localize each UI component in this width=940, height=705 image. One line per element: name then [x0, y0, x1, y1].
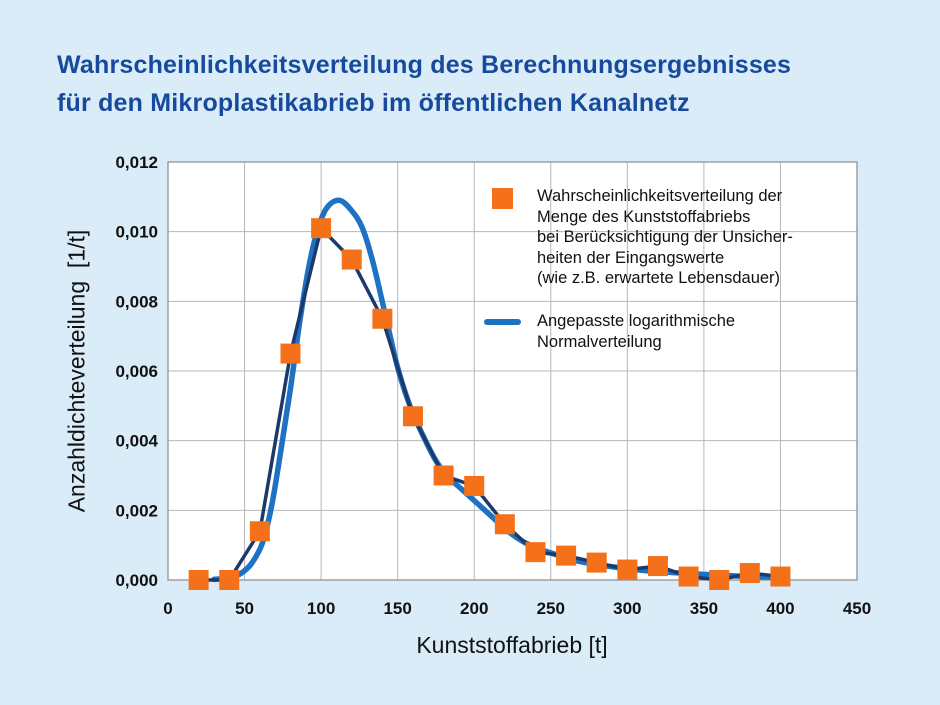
data-point-marker	[556, 545, 577, 566]
x-tick-label: 300	[613, 599, 641, 618]
data-point-marker	[464, 475, 485, 496]
data-point-marker	[586, 552, 607, 573]
y-tick-label: 0,002	[115, 501, 158, 520]
data-point-marker	[525, 542, 546, 563]
y-tick-label: 0,010	[115, 223, 158, 242]
title-line-2: für den Mikroplastikabrieb im öffentlich…	[57, 89, 690, 117]
data-point-marker	[219, 570, 240, 590]
x-tick-label: 350	[690, 599, 718, 618]
x-tick-label: 400	[766, 599, 794, 618]
x-tick-label: 150	[383, 599, 411, 618]
y-tick-label: 0,004	[115, 432, 158, 451]
data-point-marker	[372, 308, 393, 329]
title-line-1: Wahrscheinlichkeitsverteilung des Berech…	[57, 51, 792, 79]
x-tick-label: 100	[307, 599, 335, 618]
data-point-marker	[647, 556, 668, 577]
data-point-marker	[739, 563, 760, 584]
page-title: Wahrscheinlichkeitsverteilung des Berech…	[57, 46, 791, 122]
x-tick-label: 250	[537, 599, 565, 618]
x-axis-title: Kunststoffabrieb [t]	[416, 632, 608, 658]
data-point-marker	[402, 406, 423, 427]
y-tick-label: 0,006	[115, 362, 158, 381]
data-point-marker	[249, 521, 270, 542]
data-point-marker	[709, 570, 730, 590]
x-tick-label: 50	[235, 599, 254, 618]
x-tick-label: 450	[843, 599, 871, 618]
x-tick-label: 0	[163, 599, 172, 618]
data-point-marker	[311, 218, 332, 239]
data-point-marker	[433, 465, 454, 486]
plot-border	[167, 161, 858, 581]
data-point-marker	[341, 249, 362, 270]
data-point-marker	[770, 566, 791, 587]
data-point-marker	[617, 559, 638, 580]
y-tick-label: 0,000	[115, 571, 158, 590]
data-point-marker	[678, 566, 699, 587]
x-tick-label: 200	[460, 599, 488, 618]
data-point-marker	[188, 570, 209, 590]
y-tick-label: 0,008	[115, 292, 158, 311]
y-axis-title: Anzahldichteverteilung [1/t]	[63, 229, 90, 513]
data-point-marker	[494, 514, 515, 535]
y-tick-label: 0,012	[115, 153, 158, 172]
data-point-marker	[280, 343, 301, 364]
